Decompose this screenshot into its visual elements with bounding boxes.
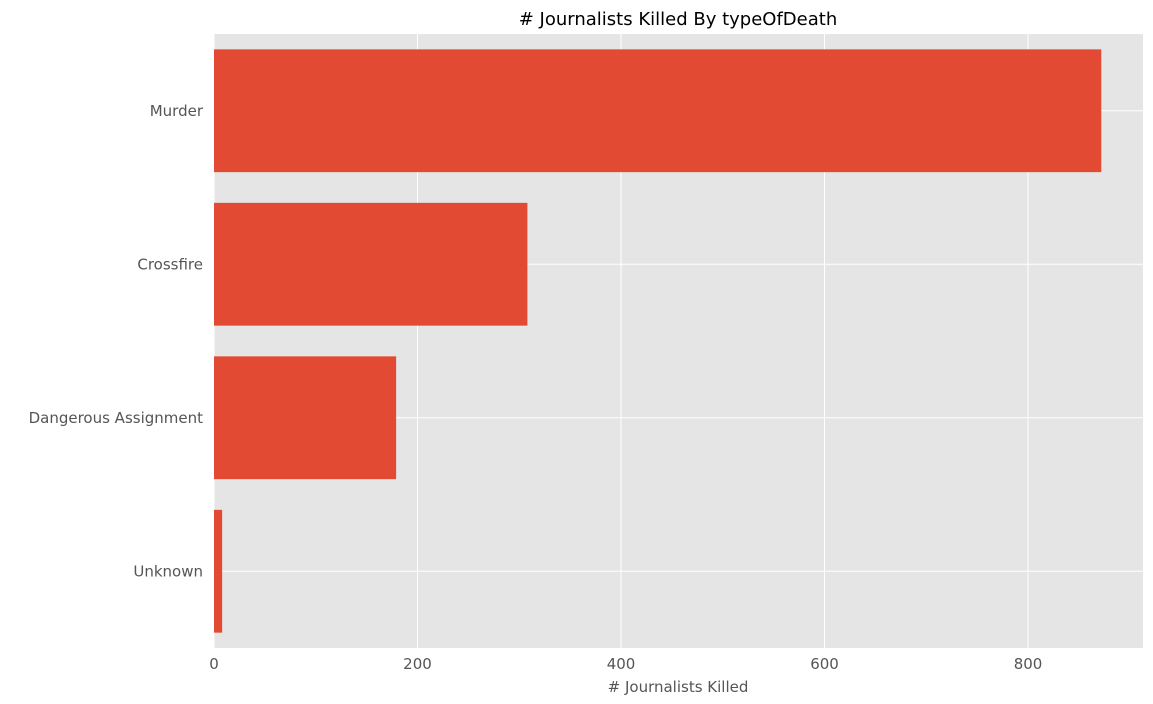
y-tick-label: Murder	[150, 102, 204, 120]
x-tick-labels: 0 200 400 600 800	[209, 655, 1042, 673]
x-tick-label: 400	[607, 655, 636, 673]
x-tick-label: 800	[1014, 655, 1043, 673]
bar	[214, 49, 1102, 173]
bars	[214, 49, 1102, 633]
x-tick-label: 0	[209, 655, 219, 673]
y-tick-label: Crossfire	[137, 255, 203, 273]
bar	[214, 356, 397, 480]
x-tick-label: 600	[810, 655, 839, 673]
x-axis-title: # Journalists Killed	[608, 678, 749, 696]
bar	[214, 509, 223, 633]
bar	[214, 202, 528, 326]
chart-title: # Journalists Killed By typeOfDeath	[519, 9, 838, 30]
y-tick-label: Unknown	[133, 562, 203, 580]
y-tick-label: Dangerous Assignment	[29, 409, 204, 427]
x-tick-label: 200	[403, 655, 432, 673]
y-tick-labels: Murder Crossfire Dangerous Assignment Unkno…	[29, 102, 204, 581]
